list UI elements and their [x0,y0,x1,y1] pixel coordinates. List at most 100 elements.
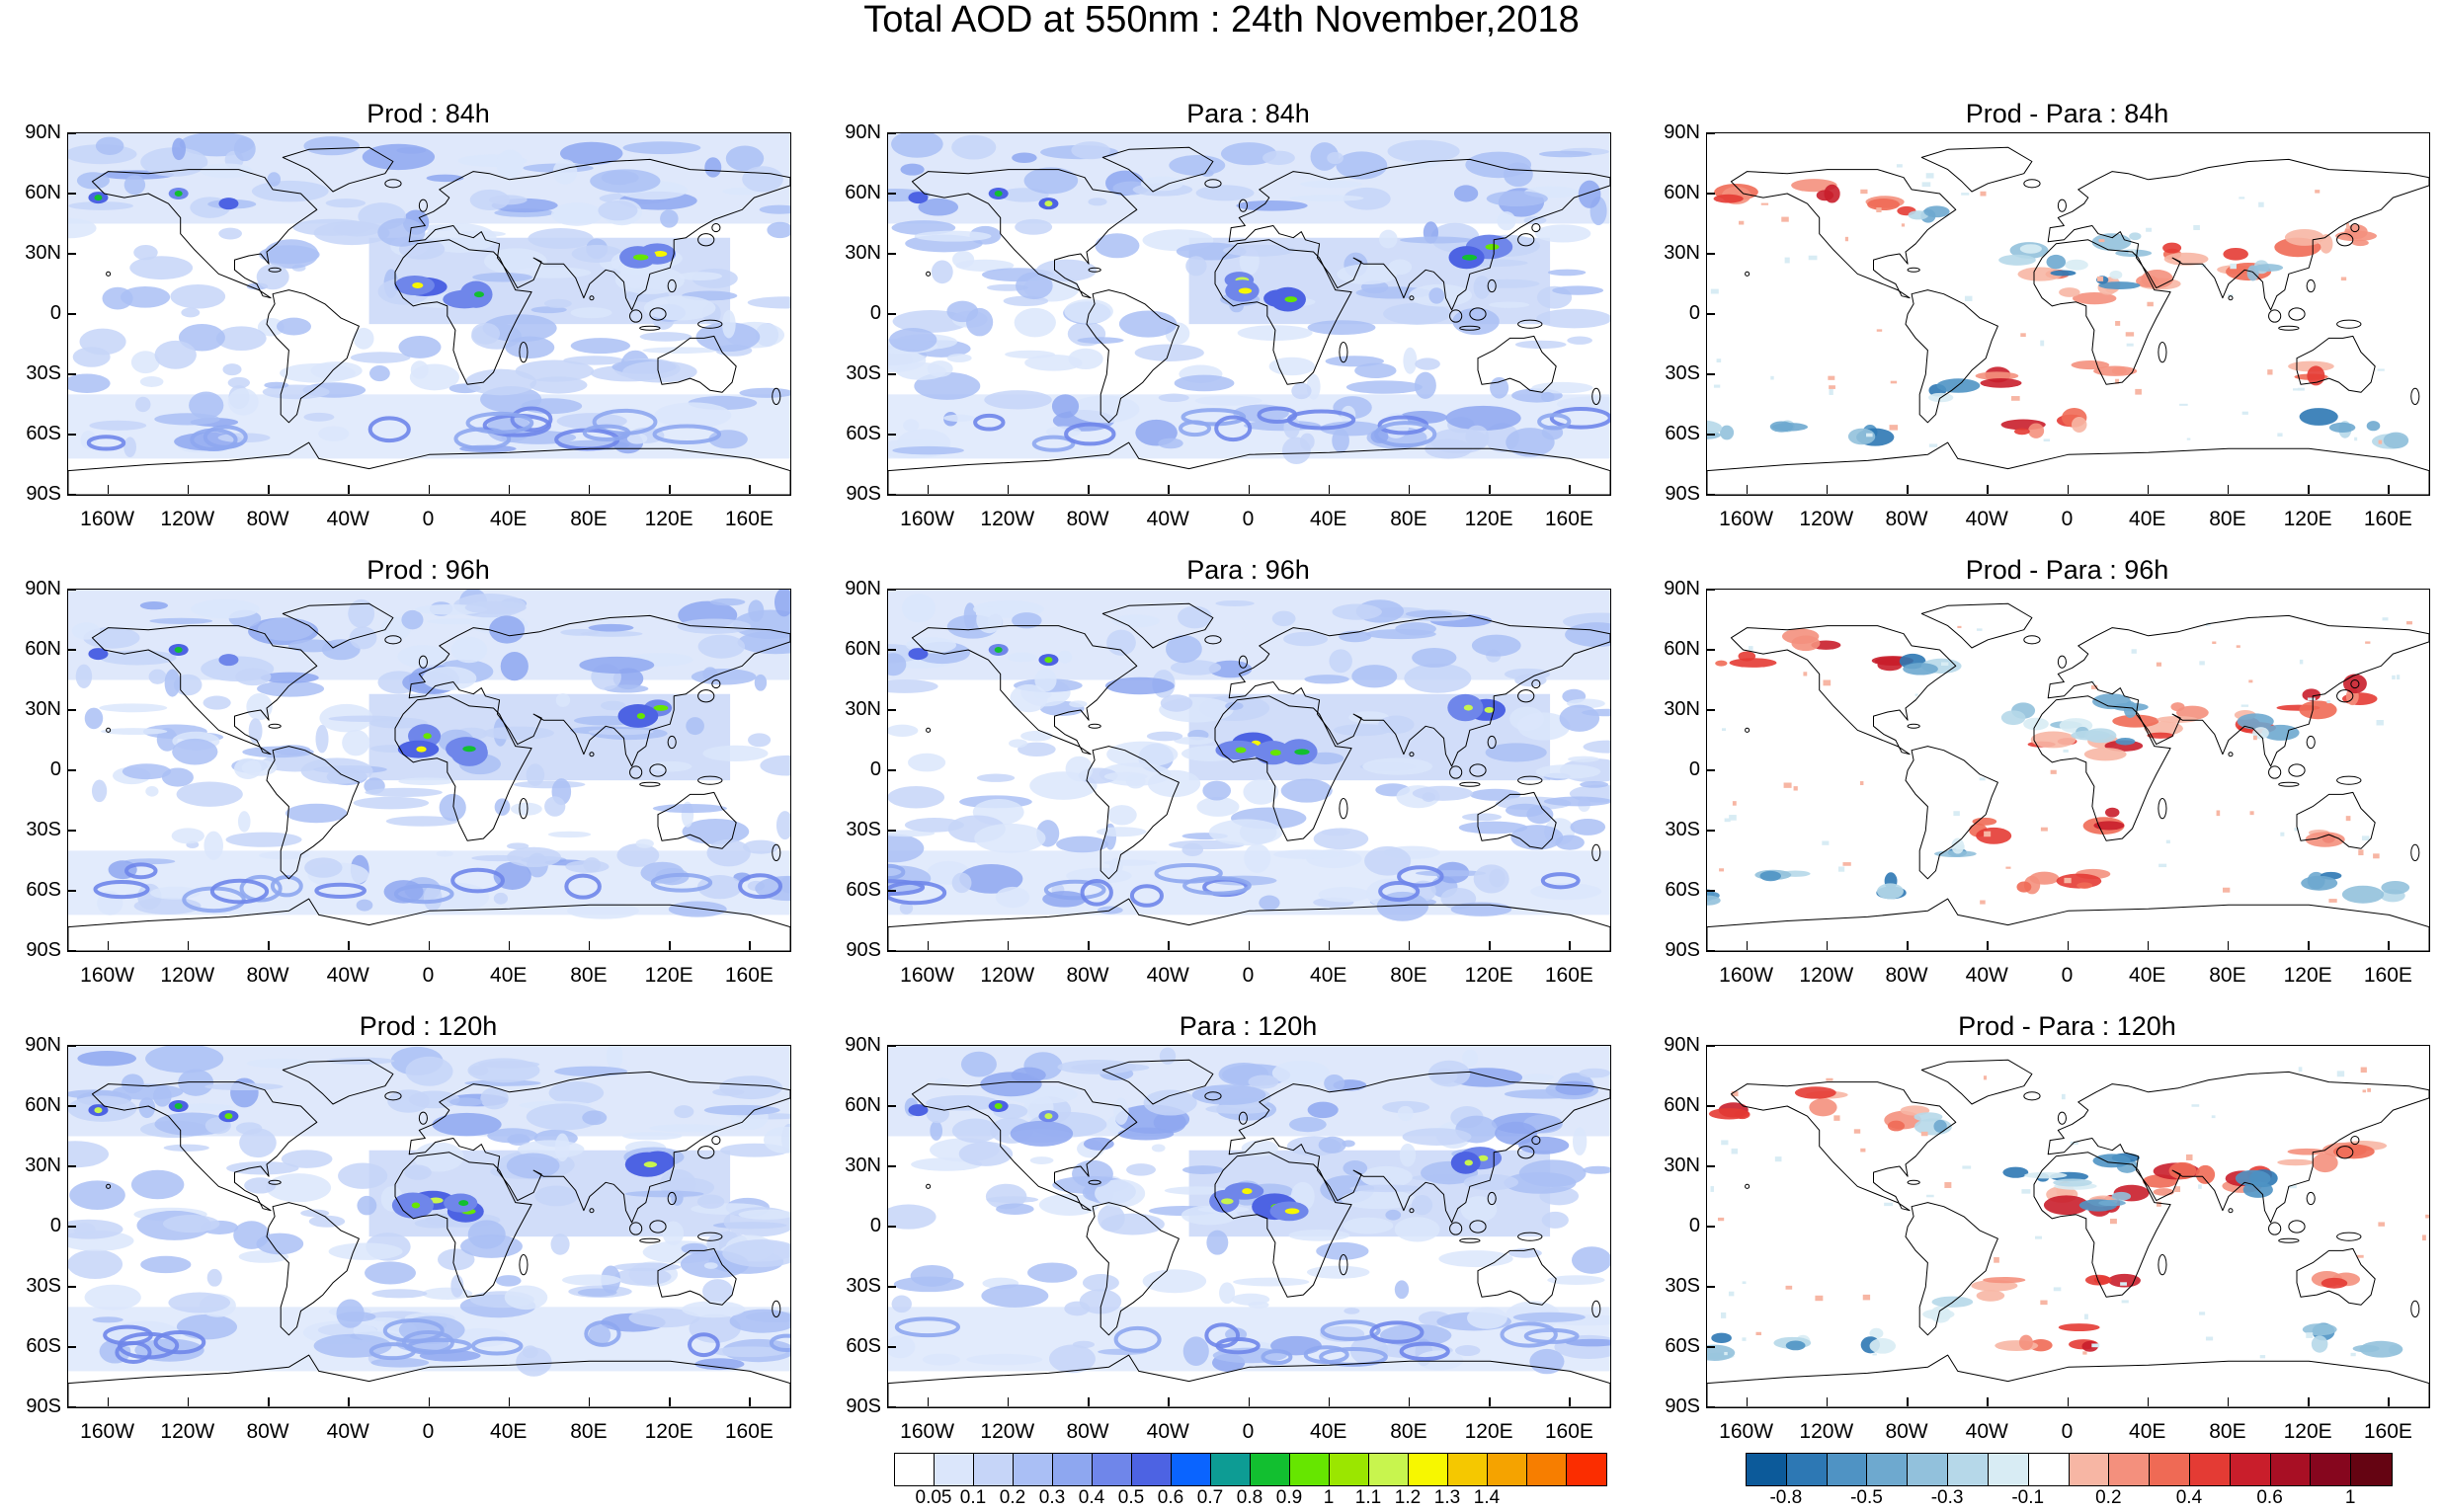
continent-outline [1730,625,1957,756]
colorbar-swatch [935,1454,974,1485]
longitude-tick [1328,1397,1331,1406]
island-outline [1517,689,1535,703]
longitude-tick [508,485,511,494]
island-outline [418,199,428,212]
island-outline [2158,341,2167,363]
latitude-label: 90N [1664,578,1700,599]
continent-outline [1905,289,1998,424]
island-outline [1204,1091,1222,1101]
island-outline [589,1208,595,1214]
continent-outline [68,1354,790,1407]
longitude-label: 40E [1310,1420,1347,1443]
longitude-label: 0 [422,508,435,530]
colorbar-swatch [2270,1454,2312,1485]
island-outline [667,735,677,750]
continent-outline [2033,1152,2171,1298]
continent-outline [1477,1247,1557,1306]
longitude-tick [2067,485,2069,494]
continent-outline [394,1152,532,1298]
longitude-label: 40W [326,1420,369,1443]
latitude-tick [887,434,896,436]
colorbar-label: 0.3 [1038,1487,1066,1508]
latitude-label: 30N [1664,242,1700,264]
island-outline [711,1136,721,1146]
latitude-tick [887,589,896,591]
colorbar-label: 1 [2344,1487,2356,1508]
coastlines [68,1059,790,1407]
continent-outline [68,898,790,951]
colorbar-label: 0.2 [999,1487,1026,1508]
latitude-label: 60N [845,638,881,660]
aod-field [68,133,790,459]
longitude-label: 40W [1965,964,2008,987]
island-outline [697,233,715,247]
island-outline [1745,727,1751,733]
latitude-tick [887,494,896,496]
longitude-label: 120E [1464,508,1513,530]
longitude-tick [1746,941,1749,950]
island-outline [1517,1232,1543,1241]
longitude-label: 40E [2129,964,2166,987]
island-outline [711,223,721,233]
longitude-label: 160W [80,1420,135,1443]
latitude-label: 30S [846,362,881,384]
longitude-tick [1007,941,1010,950]
figure-title: Total AOD at 550nm : 24th November,2018 [863,0,1580,40]
aod-field [68,1046,790,1377]
island-outline [2023,179,2041,189]
colorbar-swatch [1369,1454,1409,1485]
island-outline [106,1183,112,1189]
longitude-tick [268,1397,270,1406]
aod-field [888,133,1610,465]
island-outline [2336,689,2354,703]
longitude-tick [508,1397,511,1406]
continent-outline [1477,791,1557,849]
map-svg [1707,590,2429,951]
island-outline [926,271,932,277]
map-svg [888,590,1610,951]
island-outline [639,1237,661,1243]
longitude-label: 0 [1242,964,1255,987]
longitude-tick [187,1397,190,1406]
panel-title: Prod - Para : 120h [1958,1011,2176,1041]
longitude-label: 80E [570,1420,608,1443]
latitude-label: 90S [26,483,61,505]
latitude-tick [887,830,896,832]
continent-outline [1920,1059,2033,1105]
island-outline [1745,1183,1751,1189]
latitude-tick [1706,193,1715,195]
island-outline [697,1232,723,1241]
longitude-label: 120W [160,1420,215,1443]
island-outline [2023,635,2041,645]
colorbar-swatch [2230,1454,2271,1485]
island-outline [1204,179,1222,189]
latitude-label: 90S [1665,939,1700,961]
latitude-tick [67,769,76,771]
continent-outline [888,898,1610,951]
latitude-tick [887,373,896,375]
continent-outline [1101,1059,1214,1105]
longitude-tick [588,1397,591,1406]
latitude-tick [1706,434,1715,436]
continent-outline [888,441,1610,495]
island-outline [2057,1111,2067,1125]
map-plot-area [887,1045,1611,1408]
island-outline [2410,1300,2420,1318]
latitude-tick [1706,1406,1715,1408]
latitude-label: 0 [869,1215,881,1236]
longitude-tick [1987,941,1989,950]
longitude-label: 40W [1965,1420,2008,1443]
longitude-label: 0 [422,964,435,987]
colorbar-swatch [1988,1454,2029,1485]
longitude-label: 40E [490,508,528,530]
continent-outline [2296,1247,2376,1306]
island-outline [2306,279,2316,293]
panel-title: Prod - Para : 84h [1965,99,2169,128]
colorbar-swatch [1053,1454,1093,1485]
longitude-tick [1088,1397,1090,1406]
island-outline [639,325,661,331]
colorbar-swatch [1290,1454,1330,1485]
colorbar-swatch [1786,1454,1828,1485]
continent-outline [1086,289,1180,424]
island-outline [2057,655,2067,669]
